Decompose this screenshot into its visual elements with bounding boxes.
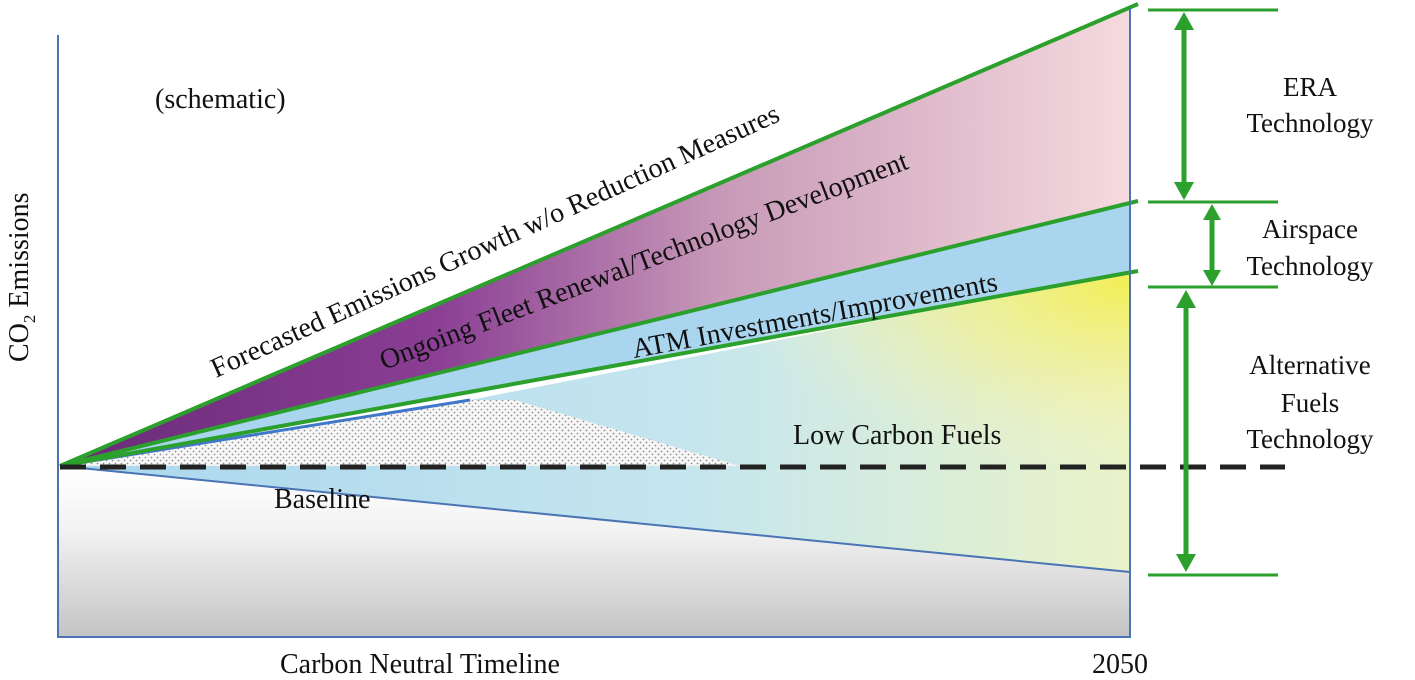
era-arrow-head-down: [1174, 182, 1194, 200]
x-axis-label: Carbon Neutral Timeline: [280, 649, 560, 680]
bracket-fuels-line1: Alternative: [1249, 350, 1370, 380]
bracket-label-fuels: Alternative Fuels Technology: [1246, 350, 1374, 454]
y-axis-label-rest: Emissions: [4, 192, 35, 314]
atm-line: [59, 269, 1139, 468]
fleet-line: [59, 199, 1139, 468]
right-brackets: [1148, 8, 1278, 577]
y-axis-label-main: CO: [4, 323, 35, 362]
forecast-line: [59, 2, 1139, 468]
low-carbon-boundary-line: [59, 465, 1131, 573]
x-end-label: 2050: [1092, 649, 1148, 680]
era-arrow-head-up: [1174, 12, 1194, 30]
airspace-arrow-head-up: [1203, 204, 1221, 220]
airspace-arrow-head-down: [1203, 270, 1221, 286]
baseline-label: Baseline: [274, 484, 370, 515]
fuels-arrow-head-down: [1176, 554, 1196, 572]
bracket-airspace-line2: Technology: [1246, 251, 1374, 281]
bracket-label-era: ERA Technology: [1246, 72, 1374, 138]
low-carbon-fuels-label: Low Carbon Fuels: [793, 420, 1001, 451]
bracket-era-line1: ERA: [1283, 72, 1338, 102]
bracket-airspace-line1: Airspace: [1262, 214, 1358, 244]
fuels-arrow-head-up: [1176, 290, 1196, 308]
bracket-era-line2: Technology: [1246, 108, 1374, 138]
schematic-note: (schematic): [155, 84, 286, 115]
svg-text:CO2 Emissions: CO2 Emissions: [4, 192, 39, 362]
y-axis-label-subscript: 2: [20, 315, 39, 324]
bracket-fuels-line3: Technology: [1246, 424, 1374, 454]
bracket-fuels-line2: Fuels: [1281, 388, 1340, 418]
baseline-dotted-overlay: [60, 400, 740, 466]
bracket-label-airspace: Airspace Technology: [1246, 214, 1374, 281]
alternative-fuels-glow: [600, 272, 1130, 520]
y-axis-label: CO2 Emissions: [4, 192, 39, 362]
